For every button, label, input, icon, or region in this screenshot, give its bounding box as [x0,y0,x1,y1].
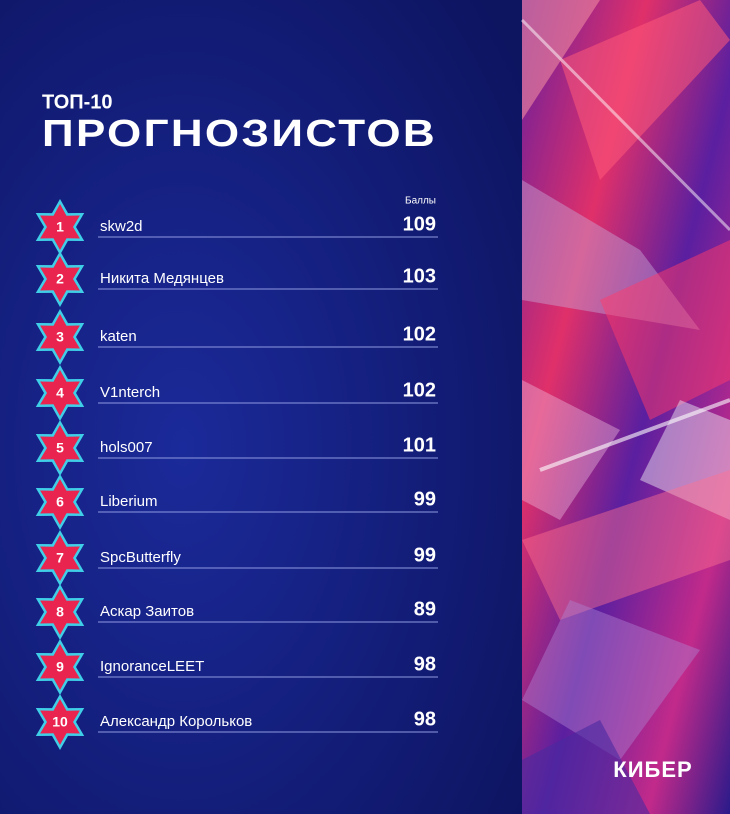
player-name: Liberium [100,493,158,510]
rank: 5 [56,440,64,456]
score: 102 [403,379,436,401]
player-name: hols007 [100,439,153,456]
score-header: Баллы [405,196,436,207]
rank-star [40,644,80,690]
score: 98 [414,708,436,730]
art-panel [520,0,730,814]
score: 98 [414,653,436,675]
score: 99 [414,488,436,510]
player-name: IgnoranceLEET [100,658,204,675]
rank-star [40,314,80,360]
score: 102 [403,323,436,345]
rank: 10 [52,714,68,730]
score: 109 [403,213,436,235]
rank-star [40,699,80,745]
rank: 2 [56,271,64,287]
player-name: SpcButterfly [100,549,181,566]
player-name: Аскар Заитов [100,603,194,620]
player-name: V1nterch [100,384,160,401]
left-panel [0,0,522,814]
rank-star [40,256,80,302]
rank: 9 [56,659,64,675]
player-name: Никита Медянцев [100,270,224,287]
rank: 6 [56,494,64,510]
rank-star [40,204,80,250]
title-large: ПРОГНОЗИСТОВ [42,113,437,155]
score: 101 [403,434,436,456]
rank: 4 [56,385,64,401]
score: 103 [403,265,436,287]
rank-star [40,370,80,416]
score: 89 [414,598,436,620]
rank: 3 [56,329,64,345]
logo: КИБЕР [613,757,692,782]
player-name: skw2d [100,218,143,235]
score: 99 [414,544,436,566]
rank-star [40,425,80,471]
rank-star [40,589,80,635]
rank: 1 [56,219,64,235]
player-name: katen [100,328,137,345]
player-name: Александр Корольков [100,713,252,730]
rank-star [40,535,80,581]
rank-star [40,479,80,525]
rank: 8 [56,604,64,620]
rank: 7 [56,550,64,566]
title-small: ТОП-10 [42,91,113,113]
